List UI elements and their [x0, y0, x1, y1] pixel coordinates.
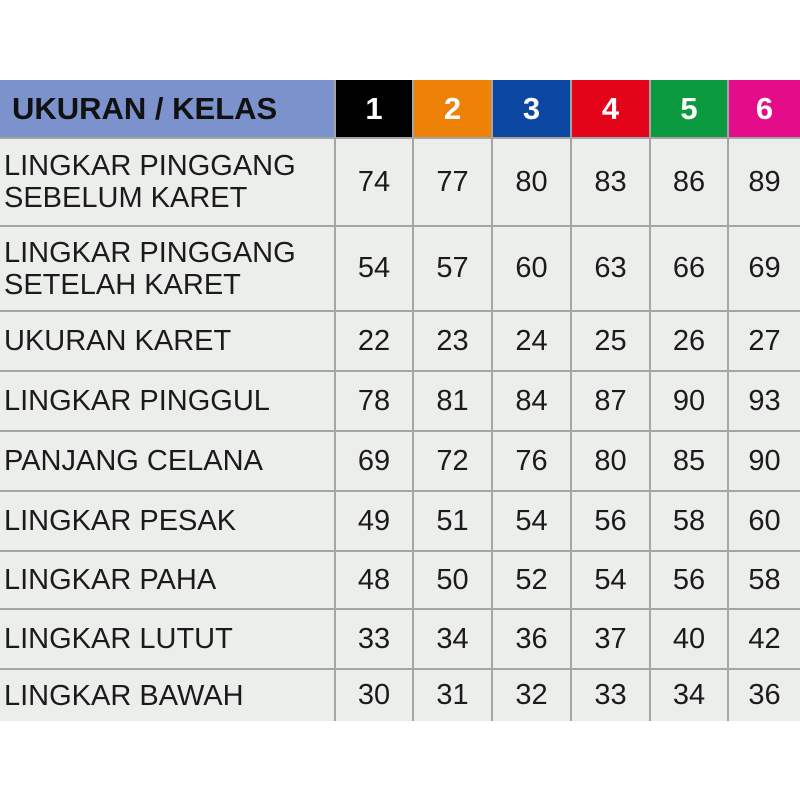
value-cell: 60 — [491, 225, 572, 312]
row-label-line: LINGKAR BAWAH — [4, 679, 244, 712]
size-header-4: 4 — [570, 80, 651, 139]
value-cell: 93 — [727, 370, 800, 432]
value-cell: 33 — [570, 668, 651, 721]
row-label: LINGKAR PINGGANG SETELAH KARET — [0, 225, 336, 312]
value-cell: 36 — [491, 608, 572, 670]
table-row: LINGKAR PINGGUL 78 81 84 87 90 93 — [0, 370, 800, 432]
value-cell: 66 — [649, 225, 729, 312]
value-cell: 48 — [334, 550, 414, 610]
row-label-line: LINGKAR PAHA — [4, 564, 217, 596]
value-cell: 80 — [570, 430, 651, 492]
table-row: UKURAN KARET 22 23 24 25 26 27 — [0, 310, 800, 372]
value-cell: 56 — [570, 490, 651, 552]
value-cell: 76 — [491, 430, 572, 492]
value-cell: 54 — [334, 225, 414, 312]
size-header-3: 3 — [491, 80, 572, 139]
row-label: UKURAN KARET — [0, 310, 336, 372]
row-label-line: UKURAN KARET — [4, 325, 232, 357]
value-cell: 50 — [412, 550, 493, 610]
header-label: UKURAN / KELAS — [0, 80, 336, 139]
table-row: LINGKAR PAHA 48 50 52 54 56 58 — [0, 550, 800, 610]
value-cell: 87 — [570, 370, 651, 432]
value-cell: 42 — [727, 608, 800, 670]
value-cell: 24 — [491, 310, 572, 372]
value-cell: 78 — [334, 370, 414, 432]
row-label: LINGKAR PESAK — [0, 490, 336, 552]
value-cell: 58 — [649, 490, 729, 552]
row-label-line: SEBELUM KARET — [4, 182, 248, 214]
value-cell: 60 — [727, 490, 800, 552]
value-cell: 58 — [727, 550, 800, 610]
row-label-line: SETELAH KARET — [4, 268, 241, 301]
table-row: LINGKAR PINGGANG SETELAH KARET 54 57 60 63 66 6… — [0, 225, 800, 312]
value-cell: 34 — [649, 668, 729, 721]
row-label: LINGKAR PINGGUL — [0, 370, 336, 432]
value-cell: 57 — [412, 225, 493, 312]
row-label: LINGKAR PAHA — [0, 550, 336, 610]
value-cell: 84 — [491, 370, 572, 432]
value-cell: 54 — [491, 490, 572, 552]
table-row: LINGKAR LUTUT 33 34 36 37 40 42 — [0, 608, 800, 670]
value-cell: 23 — [412, 310, 493, 372]
row-label: PANJANG CELANA — [0, 430, 336, 492]
value-cell: 25 — [570, 310, 651, 372]
value-cell: 85 — [649, 430, 729, 492]
value-cell: 40 — [649, 608, 729, 670]
value-cell: 89 — [727, 137, 800, 227]
row-label-line: LINGKAR PINGGUL — [4, 385, 270, 417]
value-cell: 27 — [727, 310, 800, 372]
row-label: LINGKAR LUTUT — [0, 608, 336, 670]
size-header-1: 1 — [334, 80, 414, 139]
row-label-line: LINGKAR LUTUT — [4, 623, 233, 655]
value-cell: 56 — [649, 550, 729, 610]
row-label: LINGKAR BAWAH — [0, 668, 336, 721]
value-cell: 69 — [727, 225, 800, 312]
row-label-line: PANJANG CELANA — [4, 445, 263, 477]
value-cell: 90 — [649, 370, 729, 432]
table-row: LINGKAR BAWAH 30 31 32 33 34 36 — [0, 668, 800, 721]
table-row: LINGKAR PINGGANG SEBELUM KARET 74 77 80 83 86 8… — [0, 137, 800, 227]
value-cell: 80 — [491, 137, 572, 227]
value-cell: 33 — [334, 608, 414, 670]
value-cell: 37 — [570, 608, 651, 670]
row-label-line: LINGKAR PINGGANG — [4, 150, 296, 182]
value-cell: 69 — [334, 430, 414, 492]
value-cell: 54 — [570, 550, 651, 610]
value-cell: 86 — [649, 137, 729, 227]
value-cell: 90 — [727, 430, 800, 492]
value-cell: 83 — [570, 137, 651, 227]
value-cell: 36 — [727, 668, 800, 721]
table-row: LINGKAR PESAK 49 51 54 56 58 60 — [0, 490, 800, 552]
value-cell: 51 — [412, 490, 493, 552]
value-cell: 81 — [412, 370, 493, 432]
value-cell: 72 — [412, 430, 493, 492]
row-label-line: LINGKAR PINGGANG — [4, 236, 296, 269]
size-header-2: 2 — [412, 80, 493, 139]
size-header-6: 6 — [727, 80, 800, 139]
value-cell: 63 — [570, 225, 651, 312]
value-cell: 31 — [412, 668, 493, 721]
value-cell: 77 — [412, 137, 493, 227]
row-label-line: LINGKAR PESAK — [4, 505, 237, 537]
value-cell: 74 — [334, 137, 414, 227]
value-cell: 26 — [649, 310, 729, 372]
value-cell: 49 — [334, 490, 414, 552]
value-cell: 22 — [334, 310, 414, 372]
value-cell: 34 — [412, 608, 493, 670]
table-row: PANJANG CELANA 69 72 76 80 85 90 — [0, 430, 800, 492]
value-cell: 30 — [334, 668, 414, 721]
value-cell: 32 — [491, 668, 572, 721]
value-cell: 52 — [491, 550, 572, 610]
row-label: LINGKAR PINGGANG SEBELUM KARET — [0, 137, 336, 227]
size-header-5: 5 — [649, 80, 729, 139]
